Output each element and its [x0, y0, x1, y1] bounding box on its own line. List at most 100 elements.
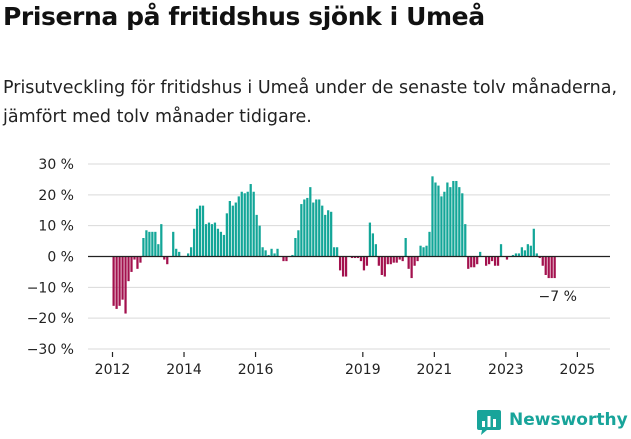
bar [336, 247, 339, 257]
bar [541, 256, 544, 266]
x-tick-label: 2023 [488, 362, 524, 378]
y-tick-label: −10 % [27, 280, 74, 296]
bar [544, 256, 547, 275]
bar [261, 247, 264, 257]
bar [455, 180, 458, 257]
bar [207, 222, 211, 257]
bar [234, 202, 237, 257]
x-tick-label: 2025 [560, 362, 596, 378]
bar [440, 196, 443, 257]
bar [371, 233, 375, 257]
bar [312, 202, 315, 257]
bar [395, 256, 398, 263]
bar [204, 224, 208, 257]
bar [228, 201, 231, 257]
bar [517, 253, 521, 257]
bar [151, 231, 154, 257]
bar [321, 205, 324, 257]
y-axis-tick-labels: 30 % 20 % 10 % 0 % −10 % −20 % −30 % [27, 157, 74, 358]
bar [142, 238, 145, 257]
bar [258, 225, 261, 257]
bar [505, 256, 509, 260]
bar [333, 247, 336, 257]
bar [201, 205, 205, 257]
bar [458, 187, 461, 257]
bar [496, 256, 500, 266]
y-tick-label: 20 % [38, 188, 74, 204]
bar [377, 256, 380, 266]
bar [446, 182, 449, 257]
bar [547, 256, 550, 279]
bar [374, 244, 377, 257]
y-tick-label: −20 % [27, 311, 74, 327]
bar [341, 256, 345, 277]
price-change-bar-chart: 30 %20 %10 %0 %−10 %−20 %−30 % 2012 2014 2… [27, 157, 610, 378]
x-tick-label: 2021 [417, 362, 453, 378]
bar [365, 256, 369, 266]
bar [213, 222, 217, 257]
bar [195, 208, 199, 257]
bar [437, 185, 440, 257]
bar [407, 256, 410, 269]
last-value-annotation: −7 % [539, 289, 577, 305]
bar [172, 231, 175, 257]
bar [115, 256, 118, 309]
bar [160, 224, 163, 257]
bar [443, 191, 446, 257]
bar [163, 256, 166, 260]
bar [243, 193, 246, 257]
bar [359, 256, 363, 262]
bar [231, 205, 234, 257]
bar [553, 256, 556, 279]
brand-name: Newsworthy [509, 410, 628, 430]
bar [309, 187, 312, 257]
bar [192, 228, 196, 257]
bar [467, 256, 470, 269]
bar [285, 256, 288, 262]
bar [187, 253, 190, 257]
bar [175, 248, 178, 257]
bar [526, 244, 529, 257]
bar [270, 248, 273, 257]
bar [434, 182, 437, 257]
bar [267, 254, 270, 257]
bar [264, 250, 267, 257]
bar [121, 256, 124, 300]
bar [493, 256, 497, 266]
bar [222, 234, 226, 257]
bar [291, 254, 294, 257]
bar [306, 197, 309, 257]
bar [297, 230, 300, 257]
bar [294, 238, 297, 257]
bar [413, 256, 416, 266]
bar [219, 231, 223, 257]
bar [479, 251, 482, 257]
newsworthy-logo: Newsworthy [475, 408, 631, 436]
bar [249, 184, 252, 257]
bar [386, 256, 389, 265]
bar [145, 230, 148, 257]
bar [198, 205, 202, 257]
bar [401, 256, 404, 262]
bar [148, 231, 151, 257]
bar [178, 251, 181, 257]
bar [550, 256, 553, 279]
bar [157, 244, 160, 257]
bar [529, 245, 532, 257]
bar [133, 256, 136, 260]
bar [276, 248, 279, 257]
bar [398, 256, 401, 260]
bar [166, 256, 169, 265]
bar [499, 244, 503, 257]
bar [300, 204, 303, 257]
bar [154, 231, 157, 257]
bar [410, 256, 413, 279]
bar [485, 256, 488, 266]
bar [461, 193, 464, 257]
bar [216, 228, 220, 257]
chart-bars [112, 176, 556, 314]
bar [240, 191, 243, 257]
bar [392, 256, 395, 263]
bar [473, 256, 476, 268]
bar [419, 245, 422, 257]
